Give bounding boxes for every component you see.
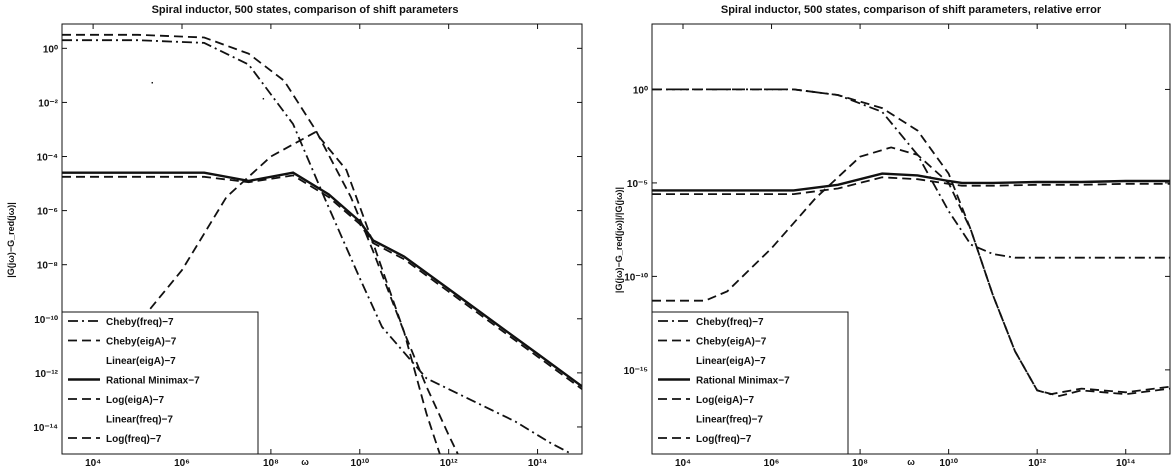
annotation-mark: .	[151, 75, 154, 86]
legend-entry: Log(freq)−7	[106, 434, 162, 445]
chart-title: Spiral inductor, 500 states, comparison …	[721, 4, 1102, 16]
x-tick-label: 10¹⁴	[1116, 458, 1135, 468]
x-tick-label: 10¹⁴	[528, 458, 547, 468]
y-tick-label: 10⁻⁵	[627, 179, 648, 190]
legend-entry: Linear(freq)−7	[696, 415, 763, 426]
x-tick-label: 10¹²	[1028, 458, 1046, 468]
series-line	[652, 176, 1170, 195]
chart-left: Spiral inductor, 500 states, comparison …	[6, 4, 583, 468]
legend-entry: Log(freq)−7	[696, 434, 752, 445]
legend-entry: Linear(eigA)−7	[696, 356, 766, 367]
y-tick-label: 10⁻¹⁰	[34, 315, 58, 326]
legend-entry: Cheby(eigA)−7	[696, 337, 767, 348]
series-line	[62, 171, 582, 388]
x-tick-label: 10⁴	[85, 458, 101, 468]
legend-entry: Log(eigA)−7	[696, 395, 754, 406]
x-tick-label: 10⁸	[263, 458, 279, 468]
x-tick-label: 10⁴	[675, 458, 691, 468]
series-line	[62, 174, 582, 390]
legend-entry: Cheby(freq)−7	[106, 317, 174, 328]
y-tick-label: 10⁰	[43, 44, 58, 55]
series-line	[652, 172, 1170, 192]
plot-area: 10⁴ 10⁶ 10⁸ 10¹⁰ 10¹² 10¹⁴ 10⁰ 10⁻⁵ 10⁻¹⁰ 10⁻¹⁵ Ch…	[624, 23, 1171, 468]
chart-right-svg: Spiral inductor, 500 states, comparison …	[614, 4, 1171, 468]
legend-box	[61, 311, 259, 455]
x-tick-label: 10⁶	[174, 458, 190, 468]
legend-entry: Linear(freq)−7	[106, 415, 173, 426]
y-tick-label: 10⁻²	[38, 98, 58, 109]
y-axis-label: |G(jω)−G_red(jω)|	[6, 202, 16, 278]
x-tick-label: 10⁶	[764, 458, 780, 468]
legend-box	[651, 311, 849, 455]
legend-entry: Cheby(eigA)−7	[106, 337, 177, 348]
legend-entry: Rational Minimax−7	[106, 376, 200, 387]
y-tick-label: 10⁻¹⁵	[624, 366, 649, 377]
y-tick-label: 10⁰	[633, 85, 648, 96]
series-line	[652, 88, 1170, 259]
x-tick-label: 10¹²	[440, 458, 458, 468]
annotation-mark: .	[262, 92, 265, 103]
plot-frame	[651, 23, 1171, 455]
x-tick-label: 10¹⁰	[351, 458, 369, 468]
series-line	[62, 39, 574, 454]
y-tick-label: 10⁻¹²	[35, 369, 59, 380]
legend-entry: Rational Minimax−7	[696, 376, 790, 387]
y-tick-label: 10⁻¹⁰	[624, 272, 648, 283]
legend-entry: Cheby(freq)−7	[696, 317, 764, 328]
y-tick-label: 10⁻¹⁴	[33, 423, 58, 434]
y-tick-label: 10⁻⁴	[37, 153, 58, 164]
y-tick-label: 10⁻⁸	[37, 261, 58, 272]
x-tick-label: 10¹⁰	[939, 458, 957, 468]
y-tick-label: 10⁻⁶	[37, 207, 58, 218]
x-tick-label: 10⁸	[852, 458, 868, 468]
y-axis-label: |G(jω)−G_red(jω)|/|G(jω)|	[614, 187, 624, 293]
x-axis-label: ω	[907, 457, 915, 467]
plot-area: 10⁴ 10⁶ 10⁸ 10¹⁰ 10¹² 10¹⁴ 10⁰ 10⁻² 10⁻⁴ 10⁻⁶ 10⁻⁸…	[33, 23, 583, 468]
chart-left-svg: Spiral inductor, 500 states, comparison …	[6, 4, 583, 468]
chart-title: Spiral inductor, 500 states, comparison …	[152, 4, 459, 16]
plot-frame	[61, 23, 583, 455]
series-line	[652, 88, 1170, 396]
legend-entry: Log(eigA)−7	[106, 395, 164, 406]
series-line	[62, 33, 459, 454]
series-group	[652, 88, 1170, 397]
x-axis-label: ω	[301, 457, 309, 467]
chart-right: Spiral inductor, 500 states, comparison …	[586, 0, 1172, 468]
legend-entry: Linear(eigA)−7	[106, 356, 176, 367]
